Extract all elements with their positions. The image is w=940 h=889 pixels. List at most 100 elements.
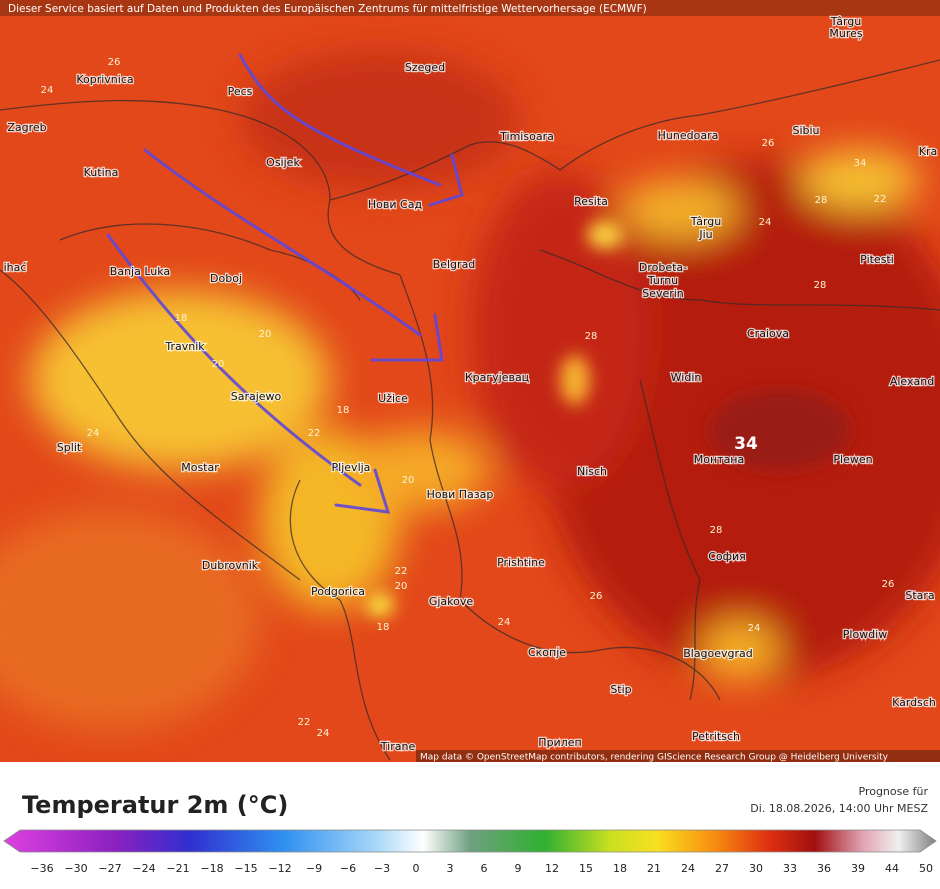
contour-label: 18 [337, 405, 350, 416]
scale-tick-label: 3 [447, 862, 454, 875]
city-label: Sarajewo [231, 390, 282, 403]
city-label: Крагујевац [465, 371, 529, 384]
scale-tick-label: 6 [481, 862, 488, 875]
contour-label: 22 [395, 566, 408, 577]
scale-tick-label: −9 [306, 862, 322, 875]
legend-title: Temperatur 2m (°C) [22, 791, 288, 819]
city-label: Koprivnica [76, 73, 133, 86]
city-label: Zagreb [7, 121, 46, 134]
city-label: Mureș [829, 27, 863, 40]
scale-tick-label: −15 [234, 862, 257, 875]
city-label: Craiova [747, 327, 789, 340]
city-label: Târgu [690, 215, 721, 228]
scale-tick-label: −21 [166, 862, 189, 875]
city-label: Нови Пазар [427, 488, 494, 501]
attribution: Map data © OpenStreetMap contributors, r… [420, 753, 889, 763]
max-temperature-label: 34 [734, 434, 758, 454]
city-label: Belgrad [433, 258, 476, 271]
contour-label: 24 [759, 217, 772, 228]
forecast-label: Prognose für [859, 785, 929, 798]
city-label: Sibiu [792, 124, 819, 137]
scale-tick-label: 27 [715, 862, 729, 875]
contour-label: 26 [108, 57, 121, 68]
scale-tick-label: 9 [515, 862, 522, 875]
scale-tick-label: 33 [783, 862, 797, 875]
map-labels: Koprivnica Pecs Szeged Zagreb Osijek Timisoar… [2, 14, 938, 755]
city-label: Severin [642, 287, 684, 300]
contour-label: 20 [395, 581, 408, 592]
city-label: Prishtine [497, 556, 545, 569]
city-label: София [708, 550, 746, 563]
scale-tick-label: 50 [919, 862, 933, 875]
city-label: Osijek [266, 156, 300, 169]
city-label: Turnu [647, 274, 678, 287]
city-label: Монтана [694, 453, 745, 466]
color-scale [3, 829, 937, 853]
city-label: Pitesti [860, 253, 894, 266]
city-label: Split [57, 441, 82, 454]
city-label: Прилеп [538, 736, 581, 749]
city-label: Resita [574, 195, 608, 208]
city-label: Kutina [84, 166, 119, 179]
scale-tick-label: 12 [545, 862, 559, 875]
scale-tick-label: −27 [98, 862, 121, 875]
contour-label: 22 [298, 717, 311, 728]
city-label: Târgu [830, 15, 861, 28]
scale-tick-label: 30 [749, 862, 763, 875]
city-label: Podgorica [311, 585, 365, 598]
contour-label: 22 [874, 194, 887, 205]
contour-label: 34 [854, 158, 867, 169]
map: Dieser Service basiert auf Daten und Pro… [0, 0, 940, 763]
contour-label: 28 [815, 195, 828, 206]
contour-label: 28 [814, 280, 827, 291]
city-label: Plowdiw [843, 628, 887, 641]
scale-tick-label: 44 [885, 862, 899, 875]
contour-label: 28 [710, 525, 723, 536]
contour-label: 24 [41, 85, 54, 96]
city-label: Szeged [405, 61, 445, 74]
city-label: ihać [4, 261, 27, 274]
contour-label: 22 [308, 428, 321, 439]
city-label: Mostar [181, 461, 219, 474]
city-label: Widin [671, 371, 702, 384]
scale-tick-label: 36 [817, 862, 831, 875]
scale-tick-label: −3 [374, 862, 390, 875]
city-label: Doboj [210, 272, 242, 285]
city-label: Petritsch [692, 730, 740, 743]
scale-tick-label: 15 [579, 862, 593, 875]
color-scale-ticks: −36 −30 −27 −24 −21 −18 −15 −12 −9 −6 −3 0 3 6 9 12 15 18… [30, 862, 933, 875]
scale-tick-label: 24 [681, 862, 695, 875]
city-label: Kardsch [892, 696, 936, 709]
contour-label: 18 [175, 313, 188, 324]
city-label: Banja Luka [110, 265, 170, 278]
scale-tick-label: −6 [340, 862, 356, 875]
city-label: Blagoevgrad [683, 647, 753, 660]
contour-label: 20 [212, 359, 225, 370]
city-label: Drobeta- [639, 261, 687, 274]
scale-tick-label: 21 [647, 862, 661, 875]
service-notice: Dieser Service basiert auf Daten und Pro… [8, 3, 647, 15]
city-label: Jiu [698, 228, 712, 241]
city-label: Hunedoara [658, 129, 719, 142]
contour-label: 20 [259, 329, 272, 340]
scale-tick-label: 0 [413, 862, 420, 875]
city-label: Pecs [228, 85, 253, 98]
city-label: Stip [610, 683, 631, 696]
city-label: Alexand [890, 375, 934, 388]
contour-label: 24 [498, 617, 511, 628]
contour-label: 18 [377, 622, 390, 633]
scale-tick-label: 18 [613, 862, 627, 875]
contour-label: 26 [590, 591, 603, 602]
scale-tick-label: −24 [132, 862, 155, 875]
scale-tick-label: −30 [64, 862, 87, 875]
scale-tick-label: 39 [851, 862, 865, 875]
scale-tick-label: −12 [268, 862, 291, 875]
forecast-time: Di. 18.08.2026, 14:00 Uhr MESZ [750, 802, 928, 815]
contour-label: 28 [585, 331, 598, 342]
contour-label: 26 [762, 138, 775, 149]
city-label: Stara [905, 589, 934, 602]
city-label: Plewen [833, 453, 872, 466]
city-label: Tirane [380, 740, 416, 753]
